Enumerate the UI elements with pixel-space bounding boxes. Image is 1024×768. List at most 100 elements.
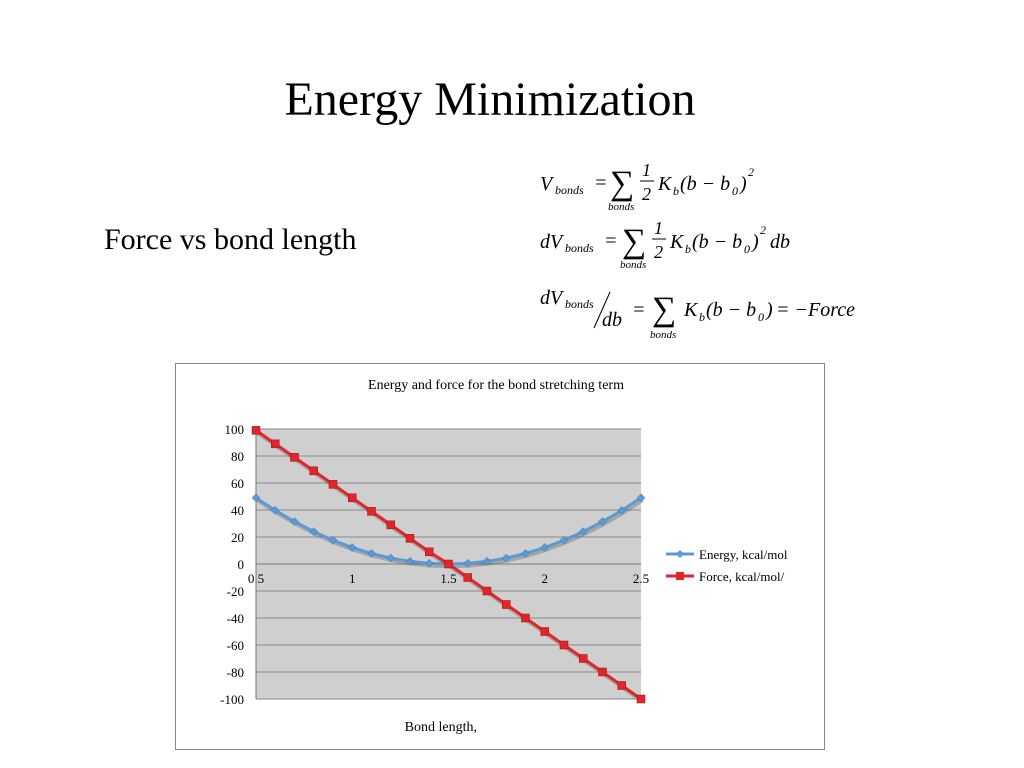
series-1-point-14	[521, 613, 530, 623]
y-tick-label-9: -80	[227, 665, 244, 680]
series-1-point-3	[309, 466, 318, 476]
eq2-equals: =	[604, 230, 618, 252]
eq2-close: )	[751, 231, 759, 253]
series-0-point-11	[463, 558, 473, 568]
slide-subtitle: Force vs bond length	[104, 223, 357, 256]
eq3-lhs-sub: bonds	[565, 297, 594, 311]
series-0-point-3	[309, 527, 319, 536]
eq3-k: K	[683, 299, 699, 321]
series-1-point-11	[463, 573, 472, 582]
series-0-point-4	[328, 535, 338, 545]
series-0-point-0	[251, 493, 261, 503]
series-1-point-2	[290, 453, 299, 462]
eq2-k: K	[669, 231, 685, 253]
equation-energy: V bonds = ∑ bonds 1 2 K b (b − b 0 ) 2	[540, 160, 754, 213]
y-tick-label-7: -40	[227, 611, 244, 626]
eq3-sum-sign: ∑	[652, 291, 676, 328]
series-1-point-16	[559, 640, 569, 650]
series-1-point-10	[444, 559, 453, 569]
eq3-lhs: dV	[540, 287, 565, 309]
series-1-point-12	[482, 586, 492, 596]
eq3-close: )	[765, 299, 773, 321]
series-1-point-4	[328, 480, 338, 489]
chart-container: Energy and force for the bond stretching…	[175, 363, 825, 750]
x-tick-label-1: 1	[349, 571, 356, 586]
series-0-point-13	[501, 553, 511, 563]
x-axis-label: Bond length,  	[405, 720, 492, 735]
series-1-point-6	[367, 507, 376, 516]
series-1-point-8	[405, 534, 415, 543]
eq1-frac-num: 1	[642, 160, 651, 180]
legend-marker-0	[676, 550, 684, 558]
eq3-equals: =	[632, 299, 646, 321]
series-0-point-20	[636, 493, 646, 503]
series-0-point-15	[540, 543, 550, 552]
series-layer	[251, 426, 646, 704]
series-1-point-17	[579, 654, 588, 663]
series-0-point-9	[424, 558, 434, 568]
series-1-point-20	[636, 694, 646, 704]
series-0-point-2	[290, 517, 299, 526]
equation-energy-differential: dV bonds = ∑ bonds 1 2 K b (b − b 0 ) 2 …	[540, 218, 790, 271]
eq1-body: (b − b	[680, 173, 730, 195]
y-axis-ticks: 100 80 60 40 20 0 -20 -40 -60 -80 -100	[220, 422, 244, 707]
y-tick-label-5: 0	[238, 557, 245, 572]
series-0-point-12	[482, 556, 492, 566]
eq1-sum-sign: ∑	[610, 165, 634, 202]
series-0-point-16	[559, 535, 569, 545]
chart-title: Energy and force for the bond stretching…	[368, 378, 624, 393]
legend-label-0: Energy, kcal/mol	[699, 547, 788, 562]
series-1-point-0	[251, 426, 261, 435]
x-tick-label-4: 2.5	[633, 571, 649, 586]
series-0-point-17	[578, 527, 588, 536]
series-1-point-19	[617, 681, 626, 690]
y-tick-label-1: 80	[231, 449, 244, 464]
eq3-tail: = −Force	[776, 299, 855, 321]
series-1-point-9	[425, 547, 434, 557]
line-chart: Energy and force for the bond stretching…	[220, 378, 794, 735]
series-1-point-15	[540, 627, 549, 636]
eq2-frac-den: 2	[654, 242, 663, 262]
eq2-exp: 2	[760, 223, 766, 237]
series-0-point-7	[386, 553, 396, 563]
y-tick-label-0: 100	[225, 422, 245, 437]
series-0-point-19	[617, 506, 627, 515]
x-axis-ticks: 0.5 1 1.5 2 2.5	[248, 571, 649, 586]
x-tick-label-2: 1.5	[440, 571, 456, 586]
eq3-b0-sub: 0	[758, 310, 764, 324]
legend-label-1: Force, kcal/mol/ 	[699, 569, 794, 584]
eq2-b0-sub: 0	[744, 242, 750, 256]
eq1-frac-den: 2	[642, 184, 651, 204]
y-tick-label-4: 20	[231, 530, 244, 545]
series-1-point-1	[271, 439, 280, 449]
series-0-point-6	[367, 549, 376, 558]
eq2-lhs: dV	[540, 231, 565, 253]
y-tick-label-8: -60	[227, 638, 244, 653]
eq3-sum-sub: bonds	[650, 329, 676, 341]
series-0-point-5	[347, 543, 357, 552]
y-tick-label-3: 40	[231, 503, 244, 518]
equation-force: dV bonds db = ∑ bonds K b (b − b 0 ) = −…	[540, 287, 855, 341]
eq1-close: )	[739, 173, 747, 195]
eq1-lhs: V	[540, 173, 555, 195]
x-tick-label-3: 2	[542, 571, 549, 586]
eq1-sum-sub: bonds	[608, 201, 634, 213]
eq1-equals: =	[594, 172, 608, 194]
series-0-point-8	[405, 556, 415, 566]
slide-title: Energy Minimization	[284, 73, 696, 126]
legend-marker-1	[676, 572, 684, 580]
y-tick-label-10: -100	[220, 692, 244, 707]
eq2-sum-sign: ∑	[622, 223, 646, 260]
series-1-point-5	[348, 493, 357, 503]
series-1-point-7	[386, 520, 395, 530]
eq3-k-sub: b	[699, 310, 705, 324]
series-1-point-18	[598, 667, 607, 677]
eq2-tail: db	[770, 231, 790, 253]
eq2-lhs-sub: bonds	[565, 241, 594, 255]
eq2-sum-sub: bonds	[620, 259, 646, 271]
y-tick-label-2: 60	[231, 476, 244, 491]
series-0-point-1	[270, 506, 280, 515]
eq2-body: (b − b	[692, 231, 742, 253]
eq2-frac-num: 1	[654, 218, 663, 238]
eq3-body: (b − b	[706, 299, 756, 321]
